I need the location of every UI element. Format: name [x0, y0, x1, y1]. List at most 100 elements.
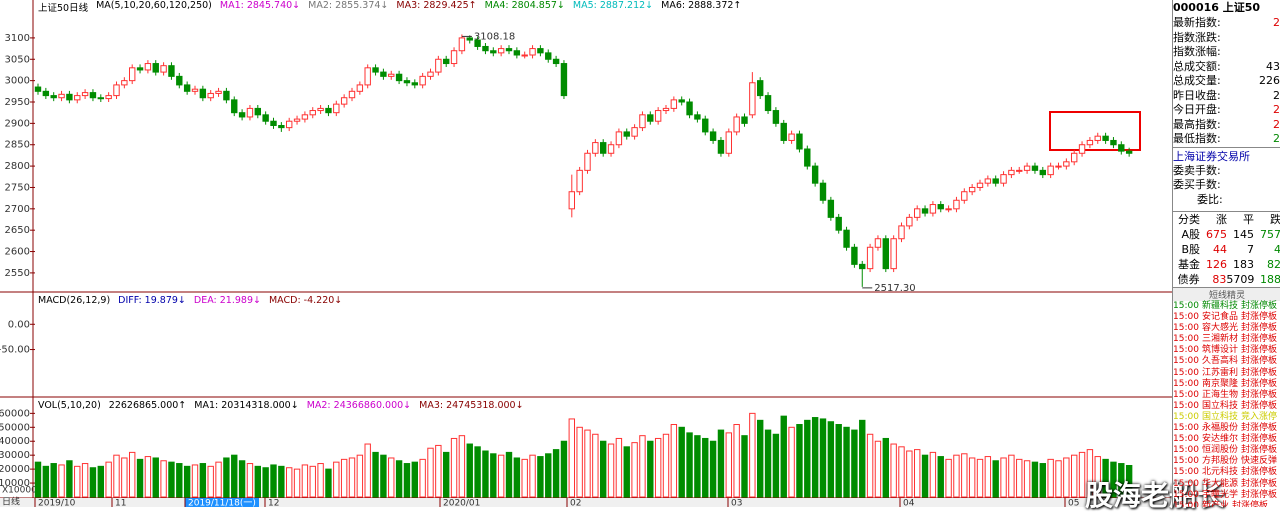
alert-stock: 安记食品 — [1201, 312, 1238, 323]
volume-bar — [694, 435, 701, 498]
candle-body — [1125, 150, 1133, 154]
volume-bar — [1047, 458, 1054, 498]
volume-bar — [1071, 454, 1078, 498]
volume-bar — [906, 450, 913, 498]
candle-body — [403, 80, 411, 84]
candle-body — [584, 152, 591, 171]
candle-body — [537, 48, 544, 54]
candle-body — [890, 238, 897, 270]
alert-event: 封涨停板 — [1240, 445, 1277, 456]
volume-bar — [458, 435, 466, 498]
alert-row: 15:00 宇瞳光学 封涨停板 — [1173, 490, 1280, 501]
candle-body — [552, 58, 560, 65]
volume-bar — [309, 465, 316, 498]
vol-value: 22626865.000↑ — [108, 400, 187, 411]
x-tick-label: 2020/01 — [443, 499, 480, 508]
volume-bar — [74, 465, 81, 498]
alert-stock: 宇瞳光学 — [1201, 489, 1238, 500]
candle-body — [419, 75, 426, 86]
candle-body — [443, 58, 450, 65]
alert-stock: 华大能源 — [1201, 478, 1238, 489]
candle-body — [647, 114, 654, 122]
candle-body — [372, 67, 379, 73]
volume-bar — [772, 433, 780, 498]
order-label: 委比: — [1197, 192, 1223, 206]
candle-body — [678, 99, 685, 103]
volume-bar — [607, 443, 615, 498]
candle-body — [435, 58, 442, 73]
volume-bar — [262, 467, 269, 498]
volume-bar — [152, 457, 159, 498]
volume-bar — [50, 463, 57, 498]
y-tick-label: 3050 — [5, 54, 30, 65]
candle-body — [874, 238, 882, 248]
volume-bar — [1063, 457, 1070, 498]
candle-body — [929, 204, 937, 214]
candle-body — [160, 65, 167, 73]
candle-body — [1016, 169, 1023, 172]
x-tick-label: 02 — [570, 499, 581, 508]
alert-event: 封涨停板 — [1231, 500, 1268, 507]
candle-body — [1023, 165, 1031, 171]
breadth-cell: 675 — [1206, 228, 1227, 241]
summary-label: 最高指数: — [1173, 117, 1221, 131]
volume-bar — [890, 443, 897, 498]
candle-body — [301, 114, 309, 120]
volume-bar — [443, 451, 450, 498]
alert-stock: 容大感光 — [1201, 323, 1238, 334]
alert-row: 15:00 华大能源 封涨停板 — [1173, 479, 1280, 490]
breadth-cell: 债券 — [1177, 273, 1200, 286]
volume-bar — [764, 429, 772, 498]
volume-bar — [804, 419, 811, 498]
candle-body — [74, 95, 81, 101]
candle-body — [317, 107, 324, 112]
candle-body — [788, 133, 795, 141]
candle-body — [1102, 135, 1109, 141]
alert-time: 15:00 — [1173, 378, 1199, 389]
volume-bar — [780, 415, 787, 498]
candle-body — [615, 131, 623, 146]
summary-row: 指数涨幅: — [1173, 45, 1280, 60]
candle-body — [505, 48, 513, 52]
volume-bar — [1039, 463, 1046, 498]
breadth-row: A股 675 145 757 — [1173, 227, 1280, 242]
period-label: 日线 — [2, 496, 20, 508]
candle-body — [191, 88, 199, 92]
candle-body — [144, 63, 152, 71]
volume-bar — [631, 442, 638, 498]
volume-bar — [709, 440, 717, 498]
volume-bar — [898, 446, 905, 498]
candle-body — [1118, 144, 1125, 152]
volume-bar — [380, 454, 387, 498]
summary: 最新指数: 2 指数涨跌: 指数涨幅: 总成交额: 43 总成交量: 226 昨日收盘: 2 今日开… — [1173, 16, 1280, 147]
alert-row: 15:00 南京聚隆 封涨停板 — [1173, 379, 1280, 390]
volume-bar — [874, 440, 882, 498]
y-tick-label: 2950 — [5, 97, 30, 108]
breadth-cell: A股 — [1181, 228, 1200, 241]
candle-body — [333, 103, 340, 114]
volume-bar — [819, 418, 827, 498]
candle-body — [827, 199, 835, 218]
candle-body — [1031, 165, 1039, 171]
breadth-cell: 82 — [1267, 258, 1280, 271]
breadth-row: B股 44 74 — [1173, 242, 1280, 257]
breadth-head: 涨 — [1216, 213, 1227, 226]
summary-value: 43 — [1266, 59, 1280, 73]
candle-body — [1063, 161, 1070, 167]
macd-value: MACD(26,12,9) — [38, 295, 111, 306]
summary-label: 最新指数: — [1173, 16, 1221, 29]
summary-label: 指数涨幅: — [1173, 45, 1221, 58]
volume-bar — [395, 460, 403, 498]
volume-bar — [176, 463, 183, 498]
volume-bar — [34, 461, 42, 498]
summary-row: 最低指数: 2 — [1173, 132, 1280, 147]
candle-body — [411, 82, 419, 86]
ma-value: MA3: 2829.425↑ — [396, 0, 477, 11]
volume-bar — [419, 458, 426, 498]
volume-bar — [576, 426, 583, 498]
volume-bar — [843, 426, 850, 498]
vol-value: VOL(5,10,20) — [38, 400, 101, 411]
volume-bar — [435, 444, 442, 498]
volume-bar — [615, 437, 623, 498]
volume-bar — [592, 433, 599, 498]
